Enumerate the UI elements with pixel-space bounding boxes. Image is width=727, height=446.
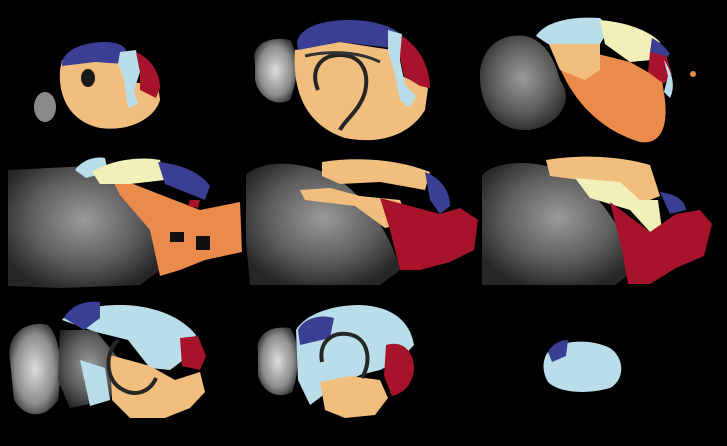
region-peach — [110, 355, 205, 418]
gray-tissue — [482, 162, 635, 285]
region-crimson-small — [188, 200, 200, 208]
region-orange — [110, 175, 242, 276]
olfactory-blob — [34, 92, 56, 122]
region-orange-dot — [690, 71, 696, 77]
white-matter-tract — [304, 51, 381, 64]
region-light-blue-low — [80, 360, 110, 406]
region-light-blue — [118, 50, 140, 108]
gray-tissue — [246, 163, 400, 285]
region-pale-yellow — [575, 178, 662, 232]
panel-r1c3 — [479, 17, 696, 143]
gray-tissue — [479, 35, 566, 131]
region-peach-arc — [300, 188, 410, 228]
panel-r3c3 — [543, 340, 622, 392]
region-crimson — [180, 336, 206, 370]
region-navy — [62, 42, 126, 66]
region-peach — [320, 376, 388, 418]
region-pale-yellow — [600, 20, 660, 62]
region-navy — [158, 162, 210, 200]
dark-hole — [196, 236, 210, 250]
hippocampus-outline — [313, 52, 369, 132]
region-navy — [660, 192, 686, 214]
cerebellum — [254, 38, 297, 103]
region-light-blue — [388, 30, 416, 108]
region-crimson — [384, 343, 414, 396]
hippocampus-outline — [319, 331, 370, 379]
region-crimson — [380, 198, 478, 270]
region-navy — [297, 20, 398, 50]
cerebellum — [9, 324, 61, 415]
panel-r2c2 — [246, 159, 478, 285]
ventricle-outline — [106, 338, 158, 395]
region-crimson — [610, 202, 712, 284]
panel-r1c2 — [254, 20, 430, 141]
region-navy — [64, 301, 100, 330]
panel-r2c3 — [482, 156, 712, 285]
region-navy — [548, 340, 568, 362]
region-crimson — [648, 52, 672, 84]
region-peach — [322, 159, 430, 190]
region-pale-yellow — [92, 158, 165, 184]
dark-hole — [170, 232, 184, 242]
panel-r3c2 — [257, 305, 414, 418]
region-light-blue-strip — [664, 60, 673, 98]
region-crimson — [136, 52, 160, 98]
region-crimson — [400, 36, 430, 88]
panel-r3c1 — [9, 301, 206, 418]
region-navy — [425, 172, 450, 214]
region-peach — [548, 42, 600, 80]
cerebellum — [257, 327, 298, 396]
panel-r2c1 — [8, 157, 242, 288]
region-navy — [298, 316, 334, 345]
panel-r1c1 — [34, 42, 160, 129]
region-peach — [546, 156, 660, 204]
region-light-blue — [536, 17, 610, 44]
ventricle-dark — [81, 69, 95, 87]
